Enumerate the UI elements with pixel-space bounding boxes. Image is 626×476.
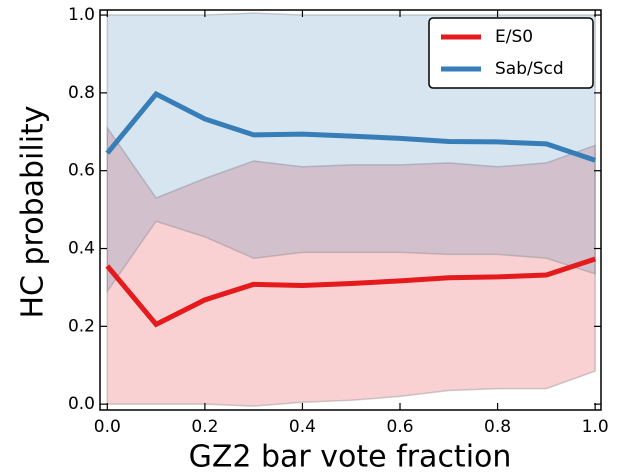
x-tick-label: 0.0 [94, 417, 121, 437]
y-tick-label: 0.8 [68, 83, 95, 103]
band [106, 125, 596, 407]
y-tick-label: 0.4 [68, 239, 95, 259]
y-tick-label: 0.6 [68, 161, 95, 181]
legend-label: E/S0 [495, 27, 533, 47]
x-tick-label: 0.6 [386, 417, 413, 437]
y-axis-label: HC probability [16, 105, 51, 318]
x-axis-label: GZ2 bar vote fraction [189, 440, 512, 475]
line [105, 90, 596, 163]
x-tick-label: 0.2 [191, 417, 218, 437]
y-tick-label: 1.0 [68, 5, 95, 25]
line [105, 256, 596, 328]
legend-label: Sab/Scd [495, 59, 564, 79]
y-tick-label: 0.0 [68, 394, 95, 414]
y-tick-label: 0.2 [68, 316, 95, 336]
x-tick-label: 1.0 [582, 417, 609, 437]
x-tick-label: 0.8 [484, 417, 511, 437]
plot-frame [99, 9, 602, 411]
x-tick-label: 0.4 [289, 417, 316, 437]
